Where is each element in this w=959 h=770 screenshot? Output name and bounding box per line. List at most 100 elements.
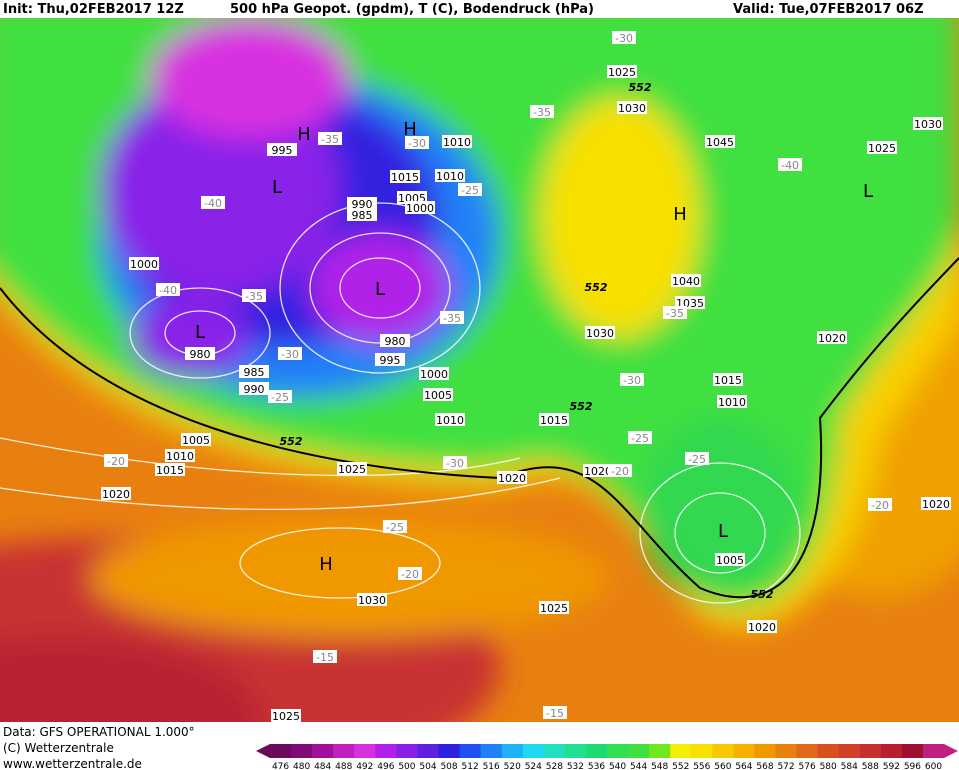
pressure-label: 990 bbox=[352, 198, 373, 211]
pressure-label: 1010 bbox=[436, 414, 464, 427]
pressure-label: 1000 bbox=[130, 258, 158, 271]
legend-label: 520 bbox=[504, 762, 521, 770]
contour-552-label: 552 bbox=[751, 588, 774, 601]
temperature-label: -30 bbox=[446, 457, 464, 470]
pressure-label: 1045 bbox=[706, 136, 734, 149]
temperature-label: -20 bbox=[871, 499, 889, 512]
pressure-center: L bbox=[272, 177, 282, 198]
legend-label: 488 bbox=[335, 762, 352, 770]
temperature-label-box bbox=[242, 289, 266, 302]
pressure-label: 1020 bbox=[584, 465, 612, 478]
temperature-label: -20 bbox=[107, 455, 125, 468]
pressure-label: 1005 bbox=[424, 389, 452, 402]
legend-label: 564 bbox=[735, 762, 752, 770]
pressure-label-box bbox=[347, 208, 377, 221]
legend-swatch bbox=[459, 744, 482, 758]
temperature-label: -20 bbox=[611, 465, 629, 478]
legend-label: 536 bbox=[588, 762, 605, 770]
pressure-label: 980 bbox=[385, 335, 406, 348]
pressure-label-box bbox=[185, 347, 215, 360]
pressure-label-box bbox=[539, 601, 569, 614]
pressure-label: 1020 bbox=[818, 332, 846, 345]
temperature-label-box bbox=[156, 283, 180, 296]
legend-swatch bbox=[270, 744, 292, 758]
pressure-label: 1010 bbox=[718, 396, 746, 409]
legend-label: 592 bbox=[883, 762, 900, 770]
pressure-label-box bbox=[357, 593, 387, 606]
pressure-label: 1030 bbox=[618, 102, 646, 115]
legend-swatch bbox=[354, 744, 376, 758]
pressure-center: L bbox=[718, 521, 728, 542]
legend-label: 548 bbox=[651, 762, 668, 770]
contour-552-label: 552 bbox=[585, 281, 608, 294]
pressure-label-box bbox=[423, 388, 453, 401]
legend-swatch bbox=[817, 744, 840, 758]
pressure-label-box bbox=[442, 135, 472, 148]
pressure-label: 985 bbox=[244, 366, 265, 379]
legend-label: 484 bbox=[314, 762, 331, 770]
temperature-label: -25 bbox=[461, 184, 479, 197]
pressure-center: H bbox=[319, 554, 333, 575]
pressure-label-box bbox=[585, 326, 615, 339]
legend-label: 524 bbox=[525, 762, 542, 770]
pressure-label: 1025 bbox=[608, 66, 636, 79]
pressure-label: 1010 bbox=[443, 136, 471, 149]
temperature-label-box bbox=[685, 452, 709, 465]
temperature-label: -25 bbox=[386, 521, 404, 534]
legend-swatch bbox=[333, 744, 355, 758]
legend-label: 588 bbox=[862, 762, 879, 770]
legend-label: 580 bbox=[820, 762, 837, 770]
pressure-label: 1015 bbox=[391, 171, 419, 184]
temperature-label: -30 bbox=[281, 348, 299, 361]
temperature-label-box bbox=[612, 31, 636, 44]
temperature-label: -35 bbox=[321, 133, 339, 146]
legend-swatch bbox=[691, 744, 713, 758]
pressure-label: 995 bbox=[272, 144, 293, 157]
pressure-label: 1010 bbox=[436, 170, 464, 183]
temperature-label: -25 bbox=[271, 391, 289, 404]
pressure-label-box bbox=[271, 709, 301, 722]
pressure-label: 1025 bbox=[540, 602, 568, 615]
pressure-label: 1020 bbox=[922, 498, 950, 511]
legend-label: 496 bbox=[377, 762, 394, 770]
pressure-center: L bbox=[375, 279, 385, 300]
pressure-label-box bbox=[817, 331, 847, 344]
legend-swatch bbox=[922, 744, 945, 758]
pressure-label-box bbox=[405, 201, 435, 214]
legend-label: 600 bbox=[925, 762, 942, 770]
pressure-label-box bbox=[129, 257, 159, 270]
pressure-label-box bbox=[617, 101, 647, 114]
pressure-label-box bbox=[337, 462, 367, 475]
temperature-label-box bbox=[868, 498, 892, 511]
pressure-label-box bbox=[867, 141, 897, 154]
temperature-label-box bbox=[530, 105, 554, 118]
pressure-label-box bbox=[181, 433, 211, 446]
legend-swatch bbox=[607, 744, 629, 758]
pressure-label: 1000 bbox=[420, 368, 448, 381]
legend-swatch bbox=[901, 744, 924, 758]
temperature-label-box bbox=[201, 196, 225, 209]
pressure-label: 1025 bbox=[868, 142, 896, 155]
legend-swatch bbox=[628, 744, 650, 758]
temperature-label-box bbox=[313, 650, 337, 663]
legend-swatch bbox=[291, 744, 313, 758]
temperature-label: -40 bbox=[204, 197, 222, 210]
pressure-label-box bbox=[239, 382, 269, 395]
legend-label: 596 bbox=[904, 762, 921, 770]
pressure-label: 985 bbox=[352, 209, 373, 222]
temperature-label: -40 bbox=[781, 159, 799, 172]
contour-552-label: 552 bbox=[570, 400, 593, 413]
legend-swatch bbox=[501, 744, 524, 758]
legend-arrow-left bbox=[256, 744, 270, 758]
legend-swatch bbox=[417, 744, 439, 758]
legend-swatch bbox=[396, 744, 418, 758]
temperature-label-box bbox=[620, 373, 644, 386]
legend-swatch bbox=[838, 744, 861, 758]
temperature-label-box bbox=[443, 456, 467, 469]
temperature-label-box bbox=[663, 306, 687, 319]
pressure-label-box bbox=[713, 373, 743, 386]
legend-label: 516 bbox=[483, 762, 500, 770]
